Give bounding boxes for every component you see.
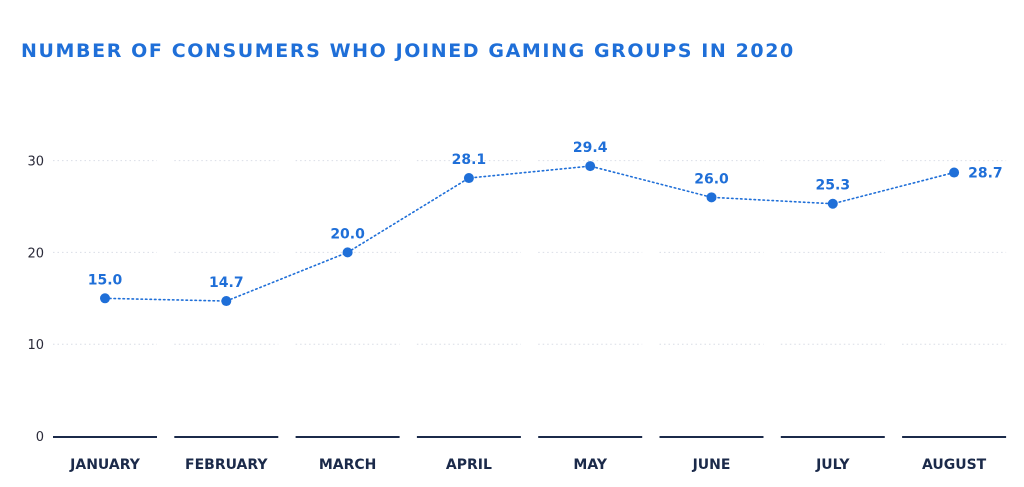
data-point [463,173,474,184]
data-point [585,161,596,172]
gridlines [53,160,1007,345]
data-point [100,293,110,304]
x-tick-label: MAY [573,457,607,473]
series-line-layer [104,165,955,302]
x-axis-ticks: JANUARY FEBRUARY MARCH APRIL MAY JUNE JULY AUGU… [69,457,987,473]
data-label: 28.1 [452,152,487,168]
data-label: 14.7 [209,275,244,291]
y-tick-label: 0 [36,430,44,445]
x-tick-label: JULY [815,457,850,473]
x-tick-label: APRIL [446,457,492,473]
data-point [706,192,717,203]
x-tick-label: JANUARY [69,457,141,473]
data-label: 26.0 [694,171,729,187]
data-point [827,198,838,209]
x-tick-label: AUGUST [922,457,987,473]
data-point [221,296,232,307]
x-tick-label: MARCH [319,457,377,473]
data-label: 25.3 [816,178,851,194]
y-tick-label: 20 [27,246,44,261]
data-point [342,247,353,258]
y-axis-ticks: 0 10 20 30 [27,155,44,445]
series-line [104,165,955,302]
y-tick-label: 30 [27,155,44,170]
data-label: 20.0 [330,226,365,242]
data-label: 29.4 [573,140,608,156]
x-tick-label: JUNE [692,457,731,473]
x-tick-label: FEBRUARY [185,457,268,473]
data-points [100,161,960,307]
data-label: 15.0 [88,272,123,288]
chart-title: NUMBER OF CONSUMERS WHO JOINED GAMING GR… [21,40,795,62]
data-label: 28.7 [968,166,1003,182]
y-tick-label: 10 [27,338,44,353]
data-point [949,167,960,178]
data-labels: 15.0 14.7 20.0 28.1 29.4 26.0 25.3 28.7 [88,140,1003,291]
